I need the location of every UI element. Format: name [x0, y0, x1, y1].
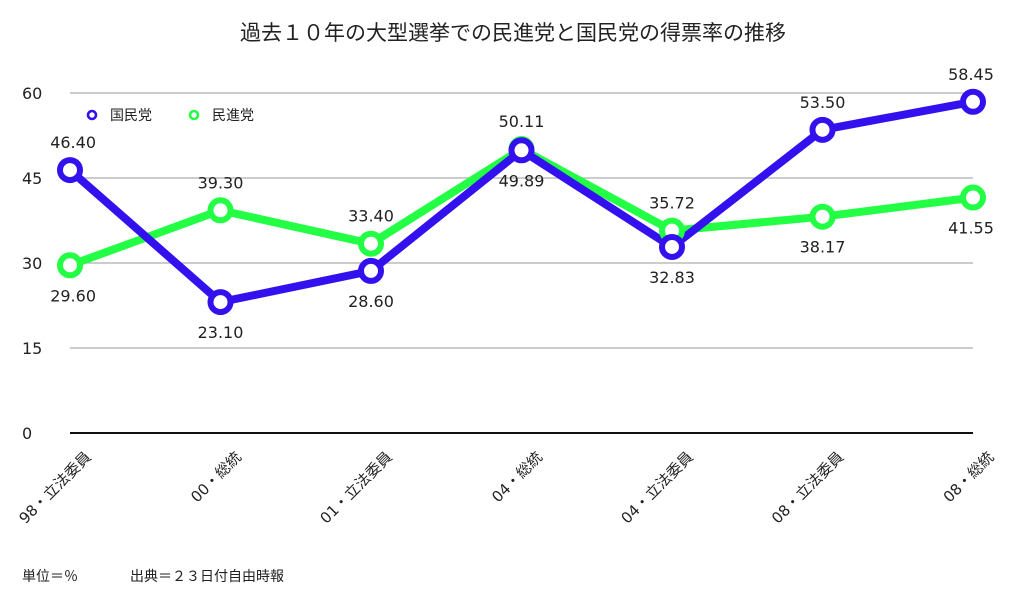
data-label: 49.89 [499, 171, 545, 190]
series-lines [67, 97, 974, 307]
data-label: 23.10 [198, 323, 244, 342]
unit-note: 単位＝％ [22, 569, 78, 585]
x-tick-label: 04・総統 [488, 448, 546, 506]
y-tick-label: 45 [22, 169, 42, 188]
data-point [960, 184, 986, 211]
data-label: 38.17 [800, 238, 846, 257]
legend-marker [86, 109, 98, 121]
y-tick-label: 30 [22, 254, 42, 273]
legend-marker [188, 109, 200, 121]
y-tick-label: 60 [22, 84, 42, 103]
data-point [207, 289, 234, 316]
legend: 国民党 民進党 [86, 108, 254, 124]
data-point [358, 230, 384, 257]
data-point [960, 88, 986, 115]
data-labels: 46.40 29.60 23.10 39.30 28.60 33.40 49.89 50.11… [50, 65, 994, 342]
data-label: 58.45 [948, 65, 994, 84]
legend-label: 国民党 [110, 108, 152, 124]
data-label: 53.50 [800, 93, 846, 112]
x-axis-ticks: 98・立法委員 00・総統 01・立法委員 04・総統 04・立法委員 08・立法委員 08… [15, 448, 997, 527]
data-label: 41.55 [948, 219, 994, 238]
data-label: 29.60 [50, 286, 96, 305]
data-point [809, 203, 836, 230]
x-tick-label: 98・立法委員 [15, 448, 94, 527]
x-tick-label: 00・総統 [187, 448, 245, 506]
chart-title: 過去１０年の大型選挙での民進党と国民党の得票率の推移 [240, 21, 786, 45]
x-tick-label: 08・総統 [940, 448, 998, 506]
data-label: 35.72 [649, 194, 695, 213]
source-note: 出典＝２３日付自由時報 [130, 569, 284, 585]
data-label: 32.83 [649, 268, 695, 287]
grid [70, 92, 973, 434]
data-label: 46.40 [50, 133, 96, 152]
data-point [57, 252, 83, 279]
series-points [57, 88, 986, 316]
y-axis-ticks: 0 15 30 45 60 [22, 84, 42, 443]
data-label: 39.30 [198, 173, 244, 192]
data-point [57, 157, 83, 184]
x-tick-label: 08・立法委員 [768, 448, 847, 527]
data-label: 33.40 [348, 207, 394, 226]
legend-label: 民進党 [212, 108, 254, 124]
y-tick-label: 15 [22, 339, 42, 358]
data-label: 50.11 [499, 112, 545, 131]
x-tick-label: 04・立法委員 [617, 448, 696, 527]
data-point [659, 233, 685, 260]
data-label: 28.60 [348, 292, 394, 311]
data-point [508, 137, 535, 164]
data-point [358, 257, 384, 284]
data-point [809, 116, 836, 143]
y-tick-label: 0 [22, 424, 32, 443]
series-line-0 [67, 97, 974, 307]
x-tick-label: 01・立法委員 [316, 448, 395, 527]
data-point [207, 197, 234, 224]
